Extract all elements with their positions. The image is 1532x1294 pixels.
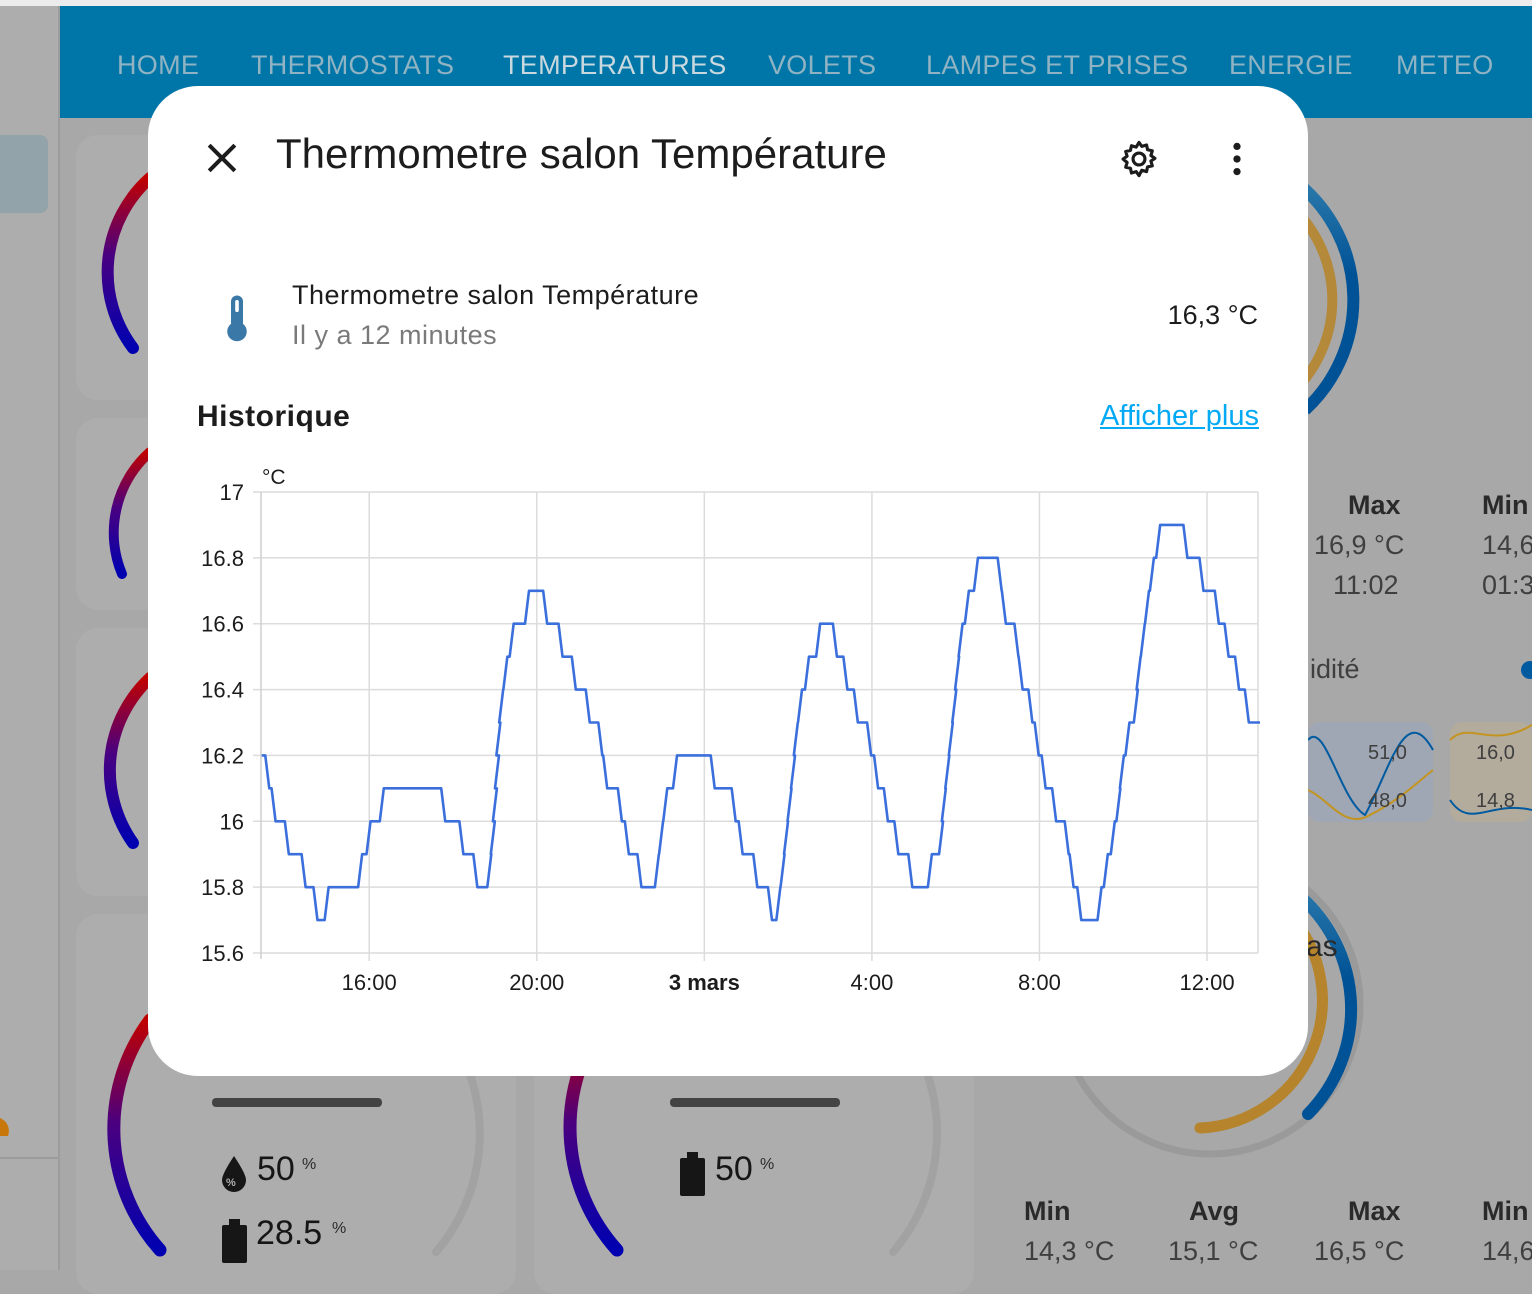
card-a-humidity-unit: % [302, 1156, 317, 1173]
card-a-battery: 28.5 [256, 1214, 323, 1252]
blue-dot [1521, 661, 1532, 679]
card-a-humidity: 50 [257, 1150, 295, 1188]
tab-volets[interactable]: VOLETS [768, 50, 877, 80]
bg-max-time: 11:02 [1333, 570, 1399, 600]
bg-max-value: 16,9 °C [1314, 530, 1405, 560]
more-info-dialog: Thermometre salon Température Thermometr… [148, 86, 1308, 1076]
x-tick-label: 3 mars [669, 970, 740, 995]
entity-last-changed: Il y a 12 minutes [292, 320, 498, 350]
bg-min-time: 01:3 [1482, 570, 1532, 600]
card-b-battery-unit: % [760, 1156, 775, 1173]
more-vertical-icon[interactable] [1220, 138, 1254, 180]
card-b-battery: 50 [715, 1150, 753, 1188]
y-tick-label: 16.4 [201, 678, 244, 703]
entity-state: 16,3 °C [1167, 300, 1258, 330]
progress-bar-b [670, 1098, 840, 1107]
gauge-right-top-outer [1296, 180, 1360, 415]
y-tick-label: 16.2 [201, 743, 244, 768]
mini-chart-temperature [1450, 722, 1532, 822]
bg-bottom-min-label: Min [1024, 1196, 1071, 1226]
entity-name: Thermometre salon Température [292, 280, 700, 310]
x-tick-label: 20:00 [509, 970, 564, 995]
y-tick-label: 16.8 [201, 546, 244, 571]
mini-chart-humidity [1308, 722, 1433, 822]
progress-bar-a [212, 1098, 382, 1107]
tab-thermostats[interactable]: THERMOSTATS [251, 50, 455, 80]
tab-energie[interactable]: ENERGIE [1229, 50, 1353, 80]
mini-chart-2-low: 14,8 [1476, 790, 1515, 812]
thermometer-icon [227, 295, 247, 342]
gauge-right-top-inner [1296, 211, 1338, 389]
gauge-arc-3 [103, 672, 156, 849]
bg-humidity-label: idité [1310, 654, 1360, 684]
x-tick-label: 12:00 [1180, 970, 1235, 995]
mini-chart-1-low: 48,0 [1368, 790, 1407, 812]
tab-home[interactable]: HOME [117, 50, 200, 80]
x-tick-label: 16:00 [342, 970, 397, 995]
gear-icon[interactable] [1118, 138, 1160, 180]
y-tick-label: 17 [220, 480, 244, 505]
y-axis-unit: °C [262, 466, 286, 489]
gauge-arc-4 [107, 1013, 167, 1257]
bg-bottom-min-value: 14,3 °C [1024, 1236, 1115, 1266]
bg-min-value: 14,6 [1482, 530, 1532, 560]
bg-max-label: Max [1348, 490, 1401, 520]
battery-icon-b [680, 1152, 705, 1196]
y-tick-label: 15.8 [201, 875, 244, 900]
window-top-strip [0, 0, 1532, 6]
gauge-arc-2 [108, 447, 155, 579]
dialog-title: Thermometre salon Température [276, 130, 887, 177]
tab-lampes-et-prises[interactable]: LAMPES ET PRISES [926, 50, 1189, 80]
y-tick-label: 15.6 [201, 941, 244, 966]
show-more-link[interactable]: Afficher plus [1099, 400, 1259, 432]
tab-meteo[interactable]: METEO [1396, 50, 1494, 80]
bg-bottom-avg-label: Avg [1189, 1196, 1240, 1226]
y-tick-label: 16.6 [201, 612, 244, 637]
bg-bottom-max-label: Max [1348, 1196, 1401, 1226]
gauge-arc-1 [101, 172, 156, 354]
mini-chart-2-high: 16,0 [1476, 742, 1515, 764]
x-tick-label: 8:00 [1018, 970, 1061, 995]
mini-chart-1-high: 51,0 [1368, 742, 1407, 764]
sidebar-divider [0, 1157, 60, 1159]
svg-text:%: % [226, 1177, 236, 1189]
x-tick-label: 4:00 [850, 970, 893, 995]
bg-bottom-min2-value: 14,6 [1482, 1236, 1532, 1266]
history-heading: Historique [197, 400, 351, 433]
bg-bottom-max-value: 16,5 °C [1314, 1236, 1405, 1266]
bg-bottom-min2-label: Min [1482, 1196, 1529, 1226]
card-a-battery-unit: % [332, 1220, 347, 1237]
tab-temperatures[interactable]: TEMPERATURES [503, 50, 727, 80]
sidebar-item-selected[interactable] [0, 135, 48, 213]
water-percent-icon: % [222, 1156, 246, 1192]
close-icon[interactable] [200, 136, 244, 180]
orange-arc-edge [0, 1118, 9, 1136]
sidebar [0, 6, 60, 1270]
battery-icon-a [222, 1219, 247, 1263]
gauge-right-bottom-outer [1284, 882, 1358, 1120]
gauge-right-bottom-inner [1194, 909, 1328, 1134]
bg-bottom-avg-value: 15,1 °C [1168, 1236, 1259, 1266]
bg-min-label: Min [1482, 490, 1529, 520]
y-tick-label: 16 [220, 809, 244, 834]
bg-card-partial-label: as [1306, 930, 1338, 963]
temperature-series-line[interactable] [261, 523, 1260, 922]
